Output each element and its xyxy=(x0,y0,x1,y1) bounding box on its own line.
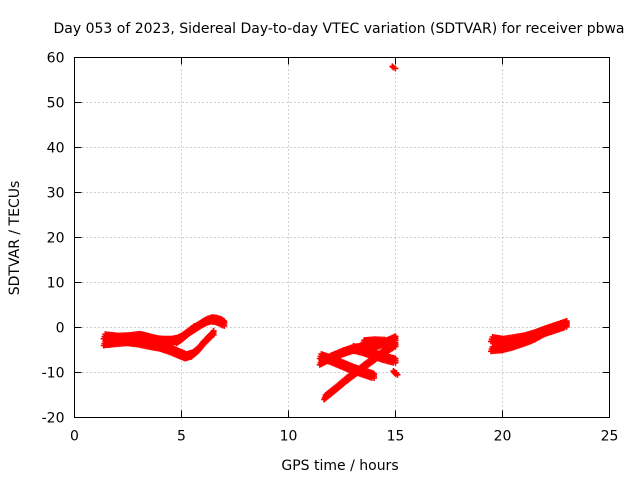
x-tick-label: 5 xyxy=(177,429,186,445)
x-tick-label: 20 xyxy=(494,429,512,445)
data-point xyxy=(389,63,396,70)
data-point xyxy=(191,326,198,333)
y-tick-label: 30 xyxy=(47,186,65,202)
plot-frame xyxy=(74,57,610,418)
data-point xyxy=(371,375,378,382)
y-axis-ticks: -20 -10 0 10 20 30 40 50 60 xyxy=(42,51,610,427)
data-point xyxy=(392,359,399,366)
data-point xyxy=(221,322,228,329)
y-tick-label: 10 xyxy=(47,276,65,292)
y-tick-label: 40 xyxy=(47,141,65,157)
data-point xyxy=(381,340,388,347)
data-point xyxy=(391,369,398,376)
data-point xyxy=(210,331,217,338)
data-point xyxy=(563,322,570,328)
y-tick-label: -20 xyxy=(42,411,65,427)
y-axis-label: SDTVAR / TECUs xyxy=(7,181,23,296)
y-tick-label: 0 xyxy=(56,321,65,337)
data-points xyxy=(100,63,570,403)
y-tick-label: 60 xyxy=(47,51,65,67)
chart-title: Day 053 of 2023, Sidereal Day-to-day VTE… xyxy=(53,21,624,37)
data-point xyxy=(392,343,399,350)
x-tick-label: 10 xyxy=(280,429,298,445)
x-axis-ticks: 0 5 10 15 20 25 xyxy=(70,57,619,445)
y-tick-label: -10 xyxy=(42,366,65,382)
y-tick-label: 20 xyxy=(47,231,65,247)
x-tick-label: 15 xyxy=(387,429,405,445)
x-tick-label: 25 xyxy=(601,429,619,445)
y-tick-label: 50 xyxy=(47,96,65,112)
x-tick-label: 0 xyxy=(70,429,79,445)
x-axis-label: GPS time / hours xyxy=(281,458,398,474)
